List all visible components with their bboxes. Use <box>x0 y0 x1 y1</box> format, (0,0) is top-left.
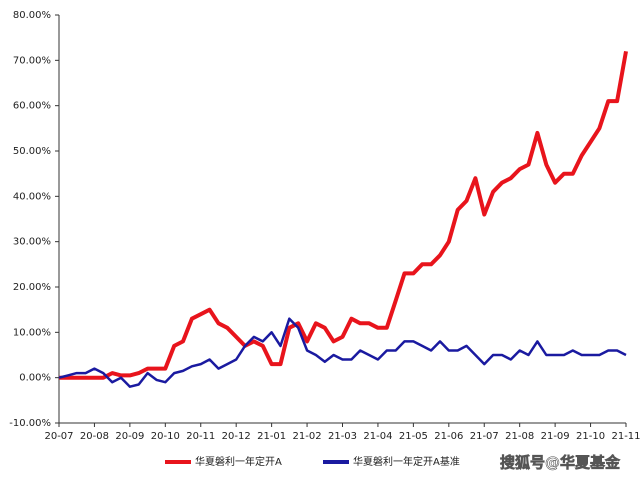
y-tick-label: 70.00% <box>13 55 51 66</box>
y-tick-label: 30.00% <box>13 237 51 248</box>
x-tick-label: 20-07 <box>44 431 73 442</box>
x-tick-label: 21-02 <box>293 431 322 442</box>
y-tick-label: -10.00% <box>9 418 51 429</box>
x-tick-label: 21-05 <box>399 431 428 442</box>
x-tick-label: 21-10 <box>576 431 605 442</box>
legend-label: 华夏磐利一年定开A基准 <box>353 455 460 468</box>
x-tick-label: 21-07 <box>470 431 499 442</box>
x-tick-label: 20-10 <box>151 431 180 442</box>
x-tick-label: 20-11 <box>186 431 215 442</box>
legend-label: 华夏磐利一年定开A <box>195 455 282 468</box>
series-line <box>59 50 628 380</box>
x-tick-label: 21-11 <box>611 431 640 442</box>
y-tick-label: 10.00% <box>13 327 51 338</box>
y-tick-label: 0.00% <box>19 373 51 384</box>
y-tick-label: 60.00% <box>13 101 51 112</box>
x-tick-label: 21-08 <box>505 431 534 442</box>
y-tick-label: 50.00% <box>13 146 51 157</box>
y-tick-label: 80.00% <box>13 10 51 21</box>
x-tick-label: 20-09 <box>115 431 144 442</box>
series-line <box>58 317 627 388</box>
watermark: 搜狐号@华夏基金 <box>500 454 621 472</box>
y-tick-label: 20.00% <box>13 282 51 293</box>
x-tick-label: 21-03 <box>328 431 357 442</box>
x-tick-label: 21-04 <box>363 431 392 442</box>
y-tick-label: 40.00% <box>13 191 51 202</box>
x-tick-label: 21-09 <box>541 431 570 442</box>
x-tick-label: 20-12 <box>222 431 251 442</box>
x-tick-label: 20-08 <box>80 431 109 442</box>
x-tick-label: 21-01 <box>257 431 286 442</box>
x-tick-label: 21-06 <box>434 431 463 442</box>
